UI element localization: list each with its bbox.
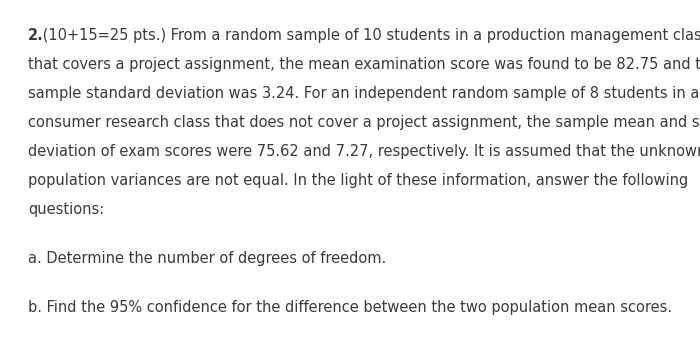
Text: questions:: questions: <box>28 202 104 217</box>
Text: b. Find the 95% confidence for the difference between the two population mean sc: b. Find the 95% confidence for the diffe… <box>28 300 672 315</box>
Text: that covers a project assignment, the mean examination score was found to be 82.: that covers a project assignment, the me… <box>28 57 700 72</box>
Text: 2.: 2. <box>28 28 43 43</box>
Text: a. Determine the number of degrees of freedom.: a. Determine the number of degrees of fr… <box>28 251 386 266</box>
Text: population variances are not equal. In the light of these information, answer th: population variances are not equal. In t… <box>28 173 688 188</box>
Text: consumer research class that does not cover a project assignment, the sample mea: consumer research class that does not co… <box>28 115 700 130</box>
Text: deviation of exam scores were 75.62 and 7.27, respectively. It is assumed that t: deviation of exam scores were 75.62 and … <box>28 144 700 159</box>
Text: (10+15=25 pts.) From a random sample of 10 students in a production management c: (10+15=25 pts.) From a random sample of … <box>38 28 700 43</box>
Text: sample standard deviation was 3.24. For an independent random sample of 8 studen: sample standard deviation was 3.24. For … <box>28 86 700 101</box>
